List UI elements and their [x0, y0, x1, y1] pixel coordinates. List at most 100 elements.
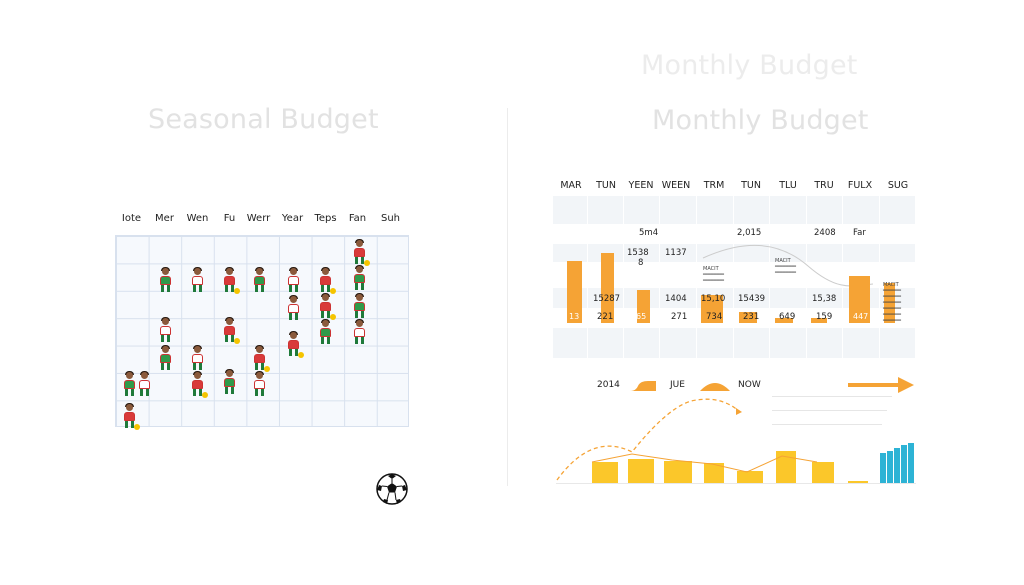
player-shirt	[160, 276, 171, 285]
player-figure	[120, 371, 138, 398]
table-row-band	[553, 244, 915, 262]
ball-icon	[330, 288, 336, 294]
player-figure	[316, 319, 334, 346]
season-day-headers: Iote Mer Wen Fu Werr Year Teps Fan Suh	[115, 213, 409, 227]
budget-bar	[849, 276, 870, 323]
player-head	[322, 268, 329, 275]
budget-bar	[637, 290, 650, 323]
monthly-budget-title: Monthly Budget	[652, 105, 869, 136]
player-head	[356, 266, 363, 273]
player-legs	[255, 285, 264, 292]
strip-bar-blue	[887, 451, 893, 483]
player-shirt	[354, 248, 365, 257]
player-legs	[321, 337, 330, 344]
strip-baseline	[556, 483, 916, 484]
player-shirt	[160, 354, 171, 363]
player-legs	[355, 257, 364, 264]
player-head	[126, 404, 133, 411]
player-legs	[289, 285, 298, 292]
mid-value: 15,38	[812, 294, 837, 304]
column-divider	[659, 196, 660, 358]
strip-label: NOW	[738, 380, 761, 390]
monthly-budget-title-faded: Monthly Budget	[641, 50, 858, 81]
mid-value: 15439	[738, 294, 766, 304]
player-head	[162, 318, 169, 325]
player-head	[126, 372, 133, 379]
strip-bar-yellow	[592, 462, 618, 483]
player-figure	[284, 267, 302, 294]
soccer-ball-icon	[376, 473, 408, 505]
ball-icon	[202, 392, 208, 398]
strip-bar-blue	[880, 453, 886, 483]
budget-bar	[739, 312, 757, 323]
budget-bar	[884, 283, 895, 323]
month-headers: MAR TUN YEEN WEEN TRM TUN TLU TRU FULX S…	[553, 180, 915, 194]
player-head	[322, 320, 329, 327]
bar-note-label: MACIT	[775, 258, 791, 264]
column-divider	[769, 196, 770, 358]
strip-bar-yellow	[848, 481, 868, 483]
strip-bar-yellow	[628, 459, 654, 483]
player-figure	[350, 239, 370, 266]
arrow-right-icon	[848, 377, 914, 393]
player-shirt	[224, 276, 235, 285]
ball-icon	[234, 338, 240, 344]
column-divider	[623, 196, 624, 358]
player-shirt	[224, 378, 235, 387]
table-row-band	[553, 328, 915, 358]
player-legs	[255, 363, 264, 370]
player-shirt	[160, 326, 171, 335]
monthly-budget-table: 5m4 2,015 2408 Far 1538 8 1137 MACIT ════…	[553, 196, 915, 358]
bar-note-label: MACIT	[883, 282, 899, 288]
player-shirt	[320, 276, 331, 285]
player-legs	[289, 349, 298, 356]
month-header: TLU	[779, 180, 797, 191]
player-figure	[284, 295, 302, 322]
season-header: Fan	[348, 213, 367, 224]
player-shirt	[288, 340, 299, 349]
ball-icon	[264, 366, 270, 372]
season-header: Suh	[380, 213, 401, 224]
player-shirt	[354, 302, 365, 311]
month-header: TRM	[703, 180, 725, 191]
player-head	[356, 320, 363, 327]
column-divider	[696, 196, 697, 358]
player-figure	[250, 371, 268, 398]
strip-bar-blue	[908, 443, 914, 483]
month-header: FULX	[847, 180, 873, 191]
player-legs	[193, 363, 202, 370]
column-divider	[733, 196, 734, 358]
player-legs	[161, 335, 170, 342]
player-legs	[355, 283, 364, 290]
player-legs	[255, 389, 264, 396]
player-figure	[156, 345, 174, 372]
player-legs	[193, 285, 202, 292]
bottom-value: 65	[636, 312, 647, 321]
player-shirt	[288, 276, 299, 285]
player-figure	[350, 319, 368, 346]
strip-bar-yellow	[704, 463, 724, 483]
strip-bar-yellow	[664, 461, 692, 483]
mid-value: 1404	[665, 294, 687, 304]
budget-bar	[775, 318, 793, 323]
month-header: TUN	[741, 180, 761, 191]
player-legs	[321, 285, 330, 292]
column-divider	[879, 196, 880, 358]
player-legs	[289, 313, 298, 320]
player-figure	[316, 267, 336, 294]
month-header: SUG	[887, 180, 909, 191]
player-figure	[250, 345, 270, 372]
player-figure	[220, 317, 240, 344]
player-head	[162, 268, 169, 275]
budget-bar	[701, 295, 723, 323]
bottom-value: 159	[816, 312, 833, 322]
season-header: Year	[281, 213, 304, 224]
bottom-value: 734	[706, 312, 723, 322]
bar-note: MACIT ═══════ ═══════	[775, 258, 797, 276]
wave-marker-icon	[622, 381, 656, 391]
table-row-band	[553, 196, 915, 224]
player-legs	[225, 285, 234, 292]
strip-label: JUE	[670, 380, 685, 390]
bar-note: MACIT ═══════ ═══════	[703, 266, 725, 284]
strip-bar-blue	[901, 445, 907, 483]
